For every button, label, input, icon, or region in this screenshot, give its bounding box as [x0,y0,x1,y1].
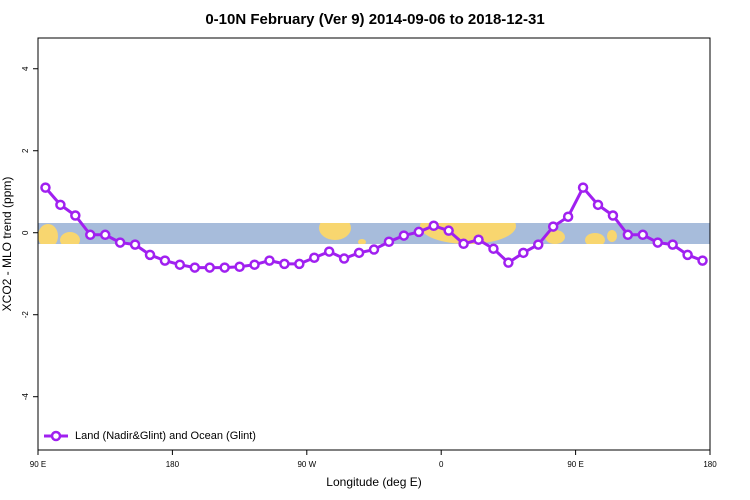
x-tick-label: 180 [703,460,717,469]
data-point [398,230,410,241]
y-tick-label: -4 [21,393,30,401]
data-point [458,238,469,250]
data-point [383,236,395,247]
data-point [652,237,663,248]
y-axis-label: XCO2 - MLO trend (ppm) [0,177,14,312]
x-tick-label: 90 E [30,460,46,469]
data-point [637,229,649,241]
data-point [85,229,96,241]
y-tick-label: 2 [21,148,30,153]
data-point [264,255,275,266]
x-tick-label: 0 [439,460,444,469]
data-point [294,258,305,270]
y-tick-label: 0 [21,230,30,235]
data-point [353,247,365,259]
y-tick-label: -2 [21,311,30,319]
data-point [234,261,245,273]
data-point [413,226,425,238]
data-point [189,262,201,273]
data-point [159,255,171,266]
legend-label: Land (Nadir&Glint) and Ocean (Glint) [75,430,256,442]
data-point [249,259,260,270]
data-point [577,182,589,193]
data-point [55,199,66,211]
data-point [323,246,335,257]
legend-marker [50,430,62,442]
x-axis-label: Longitude (deg E) [326,475,421,489]
data-point [667,239,678,250]
chart-title: 0-10N February (Ver 9) 2014-09-06 to 201… [205,11,544,28]
data-point [114,237,126,248]
data-point [533,239,544,250]
data-point [607,210,619,221]
plot-frame [37,37,711,451]
x-tick-label: 180 [166,460,180,469]
data-point [204,262,215,273]
data-point [592,199,604,211]
data-point [428,220,439,232]
data-point [40,182,51,193]
data-point [682,249,693,261]
y-tick-label: 4 [21,66,30,71]
land-ocean-band [38,223,710,244]
data-point [503,257,514,268]
data-point [338,253,350,264]
data-point [279,258,290,270]
data-point [622,229,634,241]
data-point [697,255,708,266]
data-point [518,247,529,259]
data-point [562,211,574,222]
data-point [219,262,230,273]
x-tick-label: 90 W [297,460,316,469]
data-point [488,243,499,254]
data-point [70,210,81,221]
x-tick-label: 90 E [567,460,583,469]
data-point [547,221,559,232]
data-point [473,234,484,245]
data-point [368,244,380,255]
data-point [129,239,141,250]
data-point [99,229,111,241]
data-point [174,259,186,270]
data-point [443,225,454,236]
data-point [144,249,156,261]
data-point [309,252,320,263]
